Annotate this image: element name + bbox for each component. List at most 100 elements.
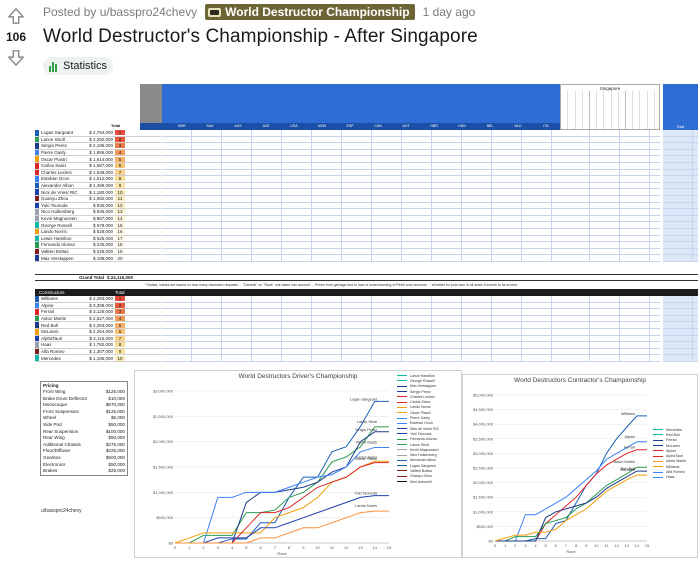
legend-item: Fernando Alonso	[397, 437, 439, 442]
series-annotation: Ferrari	[624, 446, 635, 450]
y-tick-label: $0	[489, 539, 494, 544]
grid-row	[162, 149, 560, 157]
legend-item: Lando Norris	[397, 405, 439, 410]
downvote-button[interactable]	[6, 48, 26, 68]
grid-row	[162, 248, 560, 256]
driver-name: Carlos Sainz	[41, 163, 67, 169]
x-tick-label: 3	[524, 543, 527, 548]
driver-name: Logan Sargeant	[41, 130, 74, 136]
grid-row	[663, 348, 698, 356]
driver-name: Nico Hulkenberg	[41, 209, 75, 215]
post-time[interactable]: 1 day ago	[422, 5, 476, 19]
x-tick-label: 14	[373, 545, 378, 550]
legend-item: Carlos Sainz	[397, 399, 439, 404]
upvote-button[interactable]	[6, 6, 26, 26]
grid-row	[560, 335, 660, 343]
legend-item: Aston Martin	[653, 459, 686, 464]
post-image[interactable]: Total Rank Logan Sargeant$ 2,794,0001Lan…	[35, 84, 700, 559]
driver-rank: 1	[115, 130, 125, 136]
legend-swatch	[397, 475, 407, 477]
driver-rank: 20	[115, 255, 125, 261]
pricing-row: Gearbox $500,000	[41, 455, 127, 462]
driver-row: Carlos Sainz $ 1,587,000 6	[35, 163, 161, 170]
legend-item: Alexander Albon	[397, 458, 439, 463]
team-color-swatch	[35, 342, 39, 348]
grid-row	[560, 136, 660, 144]
driver-row: Valtteri Bottas $ 225,000 19	[35, 248, 161, 256]
constructor-name: Mercedes	[41, 355, 61, 361]
legend-item: Mercedes	[653, 427, 686, 432]
series-line	[175, 431, 389, 544]
grid-row	[560, 149, 660, 157]
driver-rank: 9	[115, 183, 125, 189]
singapore-header: Singapore	[560, 84, 660, 130]
x-tick-label: 8	[288, 545, 291, 550]
legend-swatch	[397, 412, 407, 414]
constructor-name: Ferrari	[41, 309, 55, 315]
driver-name: Guanyu Zhou	[41, 196, 69, 202]
author-link[interactable]: u/basspro24chevy	[99, 5, 198, 19]
constructor-name: Red Bull	[41, 322, 59, 328]
constructor-rank: 6	[115, 329, 125, 335]
constructor-name: Aston Martin	[41, 316, 67, 322]
driver-rank: 3	[115, 143, 125, 149]
series-line	[175, 446, 389, 544]
team-color-swatch	[35, 215, 39, 222]
driver-row: Nick de Vries/ RIC $ 1,180,000 10	[35, 189, 161, 196]
driver-row: Alexander Albon $ 1,489,000 9	[35, 182, 161, 190]
grid-row	[162, 222, 560, 229]
constructor-rank: 4	[115, 316, 125, 322]
pricing-row: Rear Suspension $100,000	[41, 429, 127, 436]
series-annotation: Aston Martin	[614, 460, 635, 464]
grey-header	[140, 84, 162, 130]
grid-row	[560, 228, 660, 236]
grid-row	[560, 143, 660, 150]
driver-total: $ 525,000	[92, 235, 113, 241]
team-color-swatch	[35, 136, 39, 143]
legend-label: Charles Leclerc	[410, 394, 435, 399]
grid-row	[162, 228, 560, 236]
driver-name: Kevin Magnussen	[41, 216, 77, 222]
legend-item: Sergio Perez	[397, 389, 439, 394]
downvote-arrow-icon	[8, 50, 24, 66]
blue-header	[162, 84, 560, 130]
grid-row	[560, 130, 660, 137]
grid-row	[663, 355, 698, 362]
grid-row	[560, 242, 660, 249]
team-color-swatch	[35, 296, 39, 302]
race-header: SAU	[206, 124, 214, 128]
grid-row	[663, 228, 698, 236]
legend-label: Lando Norris	[410, 405, 431, 410]
driver-rank: 15	[115, 222, 125, 228]
legend-swatch	[397, 401, 407, 403]
driver-row: Lance Stroll $ 2,292,000 2	[35, 136, 161, 144]
grid-row	[162, 309, 560, 316]
race-header: USA	[290, 124, 298, 128]
pricing-part: Front Wing	[43, 389, 66, 394]
upvote-arrow-icon	[8, 8, 24, 24]
legend-swatch	[653, 450, 663, 452]
driver-row: Esteban Ocon $ 1,512,000 8	[35, 176, 161, 183]
y-tick-label: $4,500,000	[473, 407, 494, 412]
grid-row	[560, 169, 660, 177]
grid-row	[162, 136, 560, 144]
grand-total-row: Grand Total $ 24,116,000	[35, 274, 698, 281]
legend-swatch	[397, 481, 407, 483]
grid-row	[560, 182, 660, 190]
grid-row	[162, 315, 560, 323]
driver-total: $ 1,614,000	[89, 156, 113, 162]
post-flair[interactable]: World Destructor Championship	[205, 4, 415, 20]
grid-row	[162, 169, 560, 177]
pricing-row: Side Pod $50,000	[41, 422, 127, 429]
team-color-swatch	[35, 195, 39, 202]
grid-row	[560, 195, 660, 203]
driver-total: $ 679,000	[92, 222, 113, 228]
post-title[interactable]: World Destructor's Championship - After …	[43, 26, 478, 47]
total-column-label: Total	[676, 125, 685, 129]
x-tick-label: 8	[575, 543, 578, 548]
constructor-name: Haas	[41, 342, 52, 348]
pricing-row: Monocoque $670,000	[41, 402, 127, 409]
x-tick-label: 0	[494, 543, 497, 548]
driver-table-left: Total Rank Logan Sargeant$ 2,794,0001Lan…	[35, 84, 161, 262]
post-tag[interactable]: Statistics	[43, 57, 114, 75]
